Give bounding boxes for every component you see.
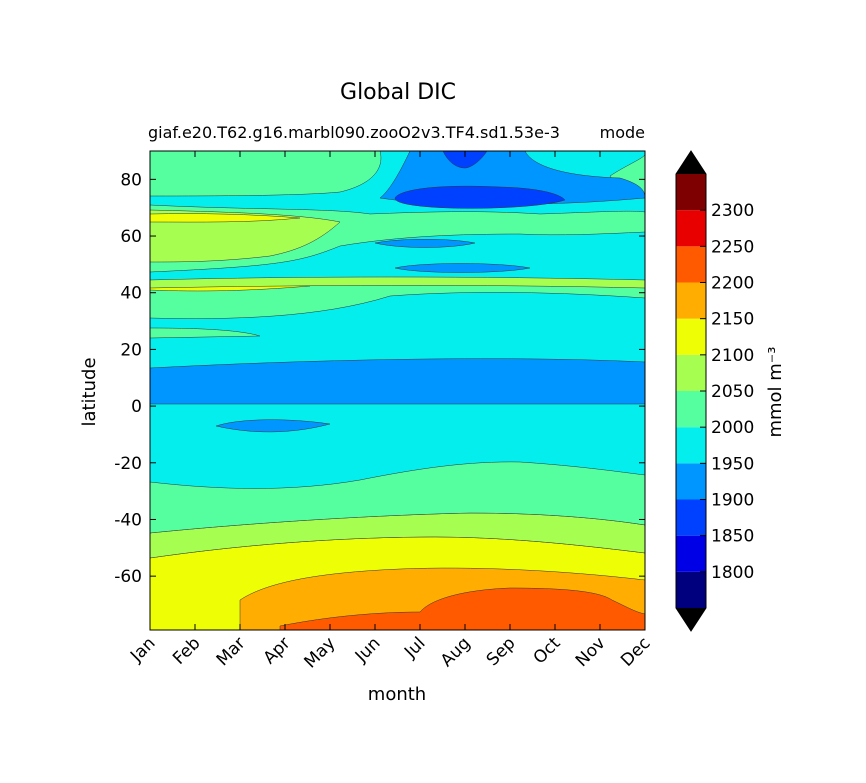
colorbar-segment bbox=[676, 571, 706, 608]
chart-title: Global DIC bbox=[340, 80, 456, 105]
colorbar-segment bbox=[676, 354, 706, 391]
x-tick-label: May bbox=[301, 633, 340, 672]
contour-region-2100-high bbox=[150, 209, 341, 263]
colorbar-outline bbox=[675, 150, 707, 632]
colorbar-segment bbox=[676, 210, 706, 247]
chart-subtitle-left: giaf.e20.T62.g16.marbl090.zooO2v3.TF4.sd… bbox=[148, 123, 560, 142]
colorbar-segment bbox=[676, 535, 706, 572]
colorbar-segment bbox=[676, 463, 706, 500]
colorbar-segment bbox=[676, 318, 706, 355]
colorbar-ticks: 1800 1850 1900 1950 2000 2050 2100 2150 2200 2250… bbox=[700, 201, 754, 583]
y-tick-label: -40 bbox=[114, 510, 142, 530]
contour-region-1900-equator bbox=[150, 358, 645, 405]
colorbar-label: mmol m⁻³ bbox=[765, 346, 786, 437]
colorbar-tick-label: 2150 bbox=[711, 310, 754, 330]
colorbar-tick-label: 2050 bbox=[711, 382, 754, 402]
x-tick-label: Feb bbox=[169, 633, 204, 668]
contour-region-1850-arctic-top bbox=[442, 151, 488, 169]
x-axis-label: month bbox=[368, 684, 426, 705]
colorbar-tick-label: 1950 bbox=[711, 454, 754, 474]
x-tick-label: Aug bbox=[437, 633, 475, 671]
colorbar-segment bbox=[676, 282, 706, 319]
colorbar-segment bbox=[676, 427, 706, 464]
colorbar-tick-label: 2300 bbox=[711, 201, 754, 221]
contour-region-1850-arctic bbox=[394, 185, 566, 209]
contour-region-1900-pocket-a bbox=[374, 239, 476, 248]
colorbar-tick-label: 2100 bbox=[711, 346, 754, 366]
colorbar-tick-label: 2000 bbox=[711, 418, 754, 438]
colorbar bbox=[675, 150, 707, 632]
colorbar-segment bbox=[676, 499, 706, 536]
plot-area bbox=[150, 151, 645, 630]
colorbar-tick-label: 1850 bbox=[711, 527, 754, 547]
x-tick-label: Mar bbox=[213, 633, 250, 670]
colorbar-tick-label: 2200 bbox=[711, 274, 754, 294]
contour-region-1900-pocket-b bbox=[394, 263, 531, 273]
colorbar-tick-label: 1900 bbox=[711, 491, 754, 511]
y-tick-label: -60 bbox=[114, 567, 142, 587]
contour-region-2200 bbox=[279, 587, 645, 630]
x-tick-label: Oct bbox=[530, 633, 565, 668]
x-tick-label: Jan bbox=[126, 633, 159, 666]
y-tick-label: 0 bbox=[131, 397, 142, 417]
y-tick-label: 40 bbox=[120, 284, 142, 304]
x-tick-label: Apr bbox=[260, 633, 295, 668]
contour-region-2050 bbox=[150, 461, 645, 534]
x-tick-label: Dec bbox=[617, 633, 654, 670]
x-tick-label: Sep bbox=[483, 633, 520, 670]
contour-region-2050-north bbox=[150, 276, 645, 289]
x-tick-label: Jun bbox=[351, 633, 385, 667]
colorbar-segment bbox=[676, 391, 706, 428]
plot-frame bbox=[149, 150, 646, 631]
colorbar-tick-label: 2250 bbox=[711, 237, 754, 257]
y-axis: 80 60 40 20 0 -20 -40 -60 bbox=[114, 170, 645, 587]
contour-region-1900-south-pocket bbox=[215, 419, 331, 433]
contour-region-2000-arctic bbox=[150, 151, 382, 197]
x-tick-label: Jul bbox=[400, 633, 429, 662]
colorbar-extend-top bbox=[676, 151, 706, 174]
y-tick-label: 80 bbox=[120, 170, 142, 190]
y-tick-label: 60 bbox=[120, 227, 142, 247]
y-tick-label: 20 bbox=[120, 340, 142, 360]
colorbar-extend-bottom bbox=[676, 608, 706, 631]
colorbar-segment bbox=[676, 174, 706, 211]
contour-region-2150-high bbox=[150, 213, 301, 223]
chart-subtitle-right: mode bbox=[600, 123, 645, 142]
y-axis-label: latitude bbox=[79, 357, 100, 426]
y-tick-label: -20 bbox=[114, 454, 142, 474]
colorbar-segment bbox=[676, 246, 706, 283]
x-tick-label: Nov bbox=[572, 633, 610, 671]
contour-region-2000-north-b bbox=[150, 327, 261, 339]
colorbar-tick-label: 1800 bbox=[711, 563, 754, 583]
